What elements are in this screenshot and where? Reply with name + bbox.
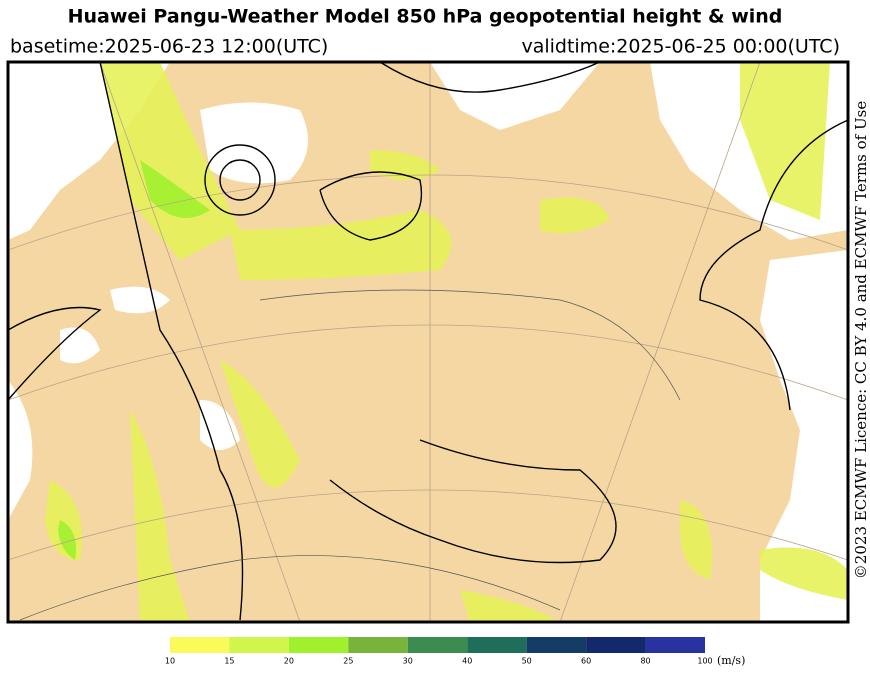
colorbar-segment bbox=[645, 637, 705, 653]
validtime: validtime:2025-06-25 00:00(UTC) bbox=[521, 36, 840, 58]
colorbar-tick-label: 80 bbox=[640, 657, 650, 666]
colorbar-tick-label: 10 bbox=[165, 657, 175, 666]
colorbar-tick-label: 20 bbox=[284, 657, 294, 666]
map bbox=[6, 60, 850, 624]
colorbar-tick-label: 50 bbox=[522, 657, 532, 666]
colorbar-tick-label: 25 bbox=[343, 657, 353, 666]
colorbar-segment bbox=[586, 637, 646, 653]
colorbar-segment bbox=[170, 637, 230, 653]
license: ©2023 ECMWF Licence: CC BY 4.0 and ECMWF… bbox=[852, 101, 870, 580]
graticule bbox=[8, 62, 848, 622]
map-frame bbox=[6, 60, 850, 624]
colorbar-segment bbox=[288, 637, 349, 653]
contours bbox=[8, 62, 848, 621]
title: Huawei Pangu-Weather Model 850 hPa geopo… bbox=[68, 6, 783, 28]
strong-wind bbox=[58, 160, 210, 560]
colorbar-unit: (m/s) bbox=[717, 654, 745, 667]
colorbar-segment bbox=[407, 637, 468, 653]
colorbar-segment bbox=[467, 637, 527, 653]
colorbar-segment bbox=[348, 637, 408, 653]
colorbar-tick-label: 15 bbox=[224, 657, 234, 666]
colorbar-segment bbox=[229, 637, 289, 653]
colorbar-tick-label: 40 bbox=[462, 657, 472, 666]
colorbar-tick-label: 30 bbox=[403, 657, 413, 666]
colorbar-tick-label: 60 bbox=[581, 657, 591, 666]
colorbar: 10 15 20 25 30 40 50 60 80 100 (m/s) bbox=[165, 637, 745, 667]
colorbar-segment bbox=[526, 637, 587, 653]
basetime: basetime:2025-06-23 12:00(UTC) bbox=[10, 36, 328, 58]
colorbar-tick-label: 100 bbox=[697, 657, 712, 666]
